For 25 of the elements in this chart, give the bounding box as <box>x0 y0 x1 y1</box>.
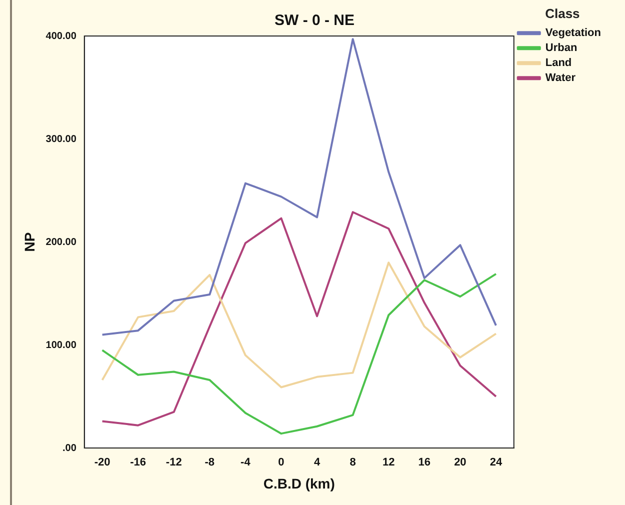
chart-title: SW - 0 - NE <box>274 12 355 30</box>
x-tick-label: 12 <box>382 456 395 469</box>
x-tick-label: -20 <box>94 456 110 469</box>
x-tick-label: 16 <box>418 456 431 469</box>
legend-label: Water <box>545 72 576 84</box>
legend-label: Urban <box>545 42 578 54</box>
x-axis-title: C.B.D (km) <box>263 475 335 492</box>
y-tick-label: 100.00 <box>46 340 77 351</box>
x-tick-label: -4 <box>240 456 252 469</box>
legend-title: Class <box>545 6 580 22</box>
x-tick-label: -8 <box>204 456 215 469</box>
x-tick-label: 4 <box>314 456 321 469</box>
legend-label: Vegetation <box>545 27 602 40</box>
x-tick-label: 8 <box>350 456 356 469</box>
legend-label: Land <box>545 57 572 70</box>
y-tick-label: 200.00 <box>46 236 77 248</box>
y-tick-label: .00 <box>62 442 77 454</box>
y-tick-label: 300.00 <box>46 134 77 145</box>
x-tick-label: 20 <box>454 456 466 469</box>
x-tick-label: -16 <box>130 456 146 469</box>
x-tick-label: 24 <box>490 456 503 469</box>
x-tick-label: -12 <box>166 456 182 469</box>
x-tick-label: 0 <box>278 456 284 469</box>
y-axis-title: NP <box>21 232 38 252</box>
y-tick-label: 400.00 <box>46 30 77 42</box>
